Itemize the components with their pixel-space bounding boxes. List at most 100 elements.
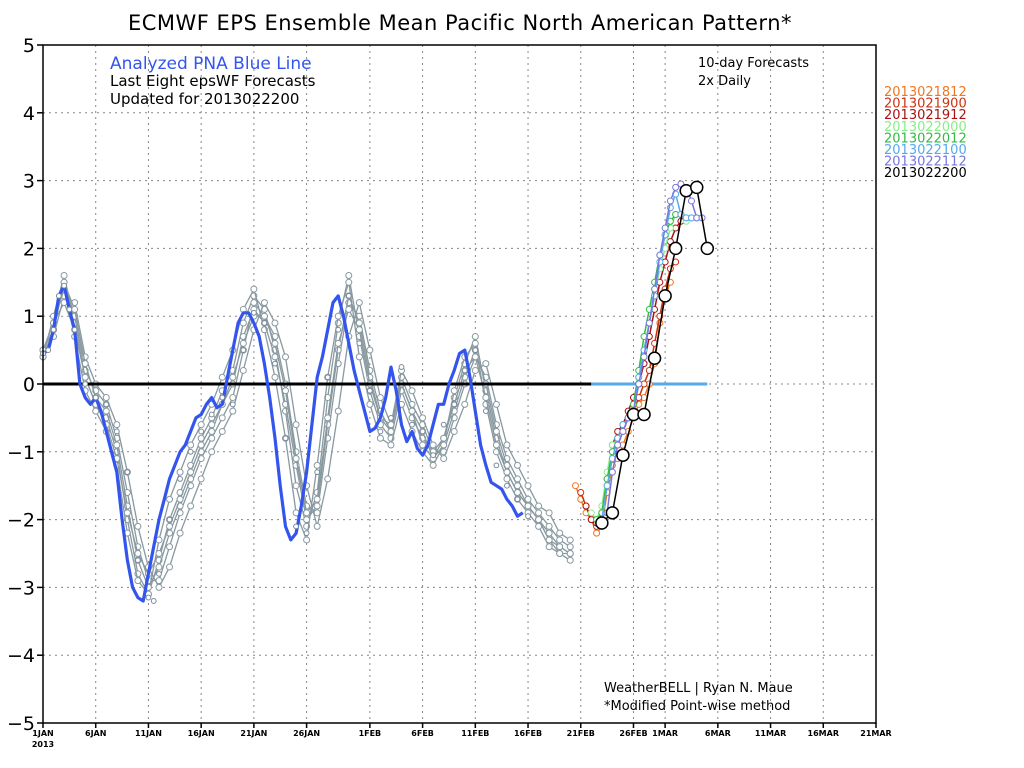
analyzed-point: [356, 340, 363, 347]
analyzed-point: [150, 598, 157, 604]
x-tick-label: 6JAN: [85, 729, 106, 738]
latest-forecast-point: [637, 407, 651, 422]
ensemble-point: [450, 427, 458, 435]
latest-forecast-point: [605, 506, 620, 520]
ensemble-point: [239, 366, 247, 374]
ensemble-point: [303, 516, 311, 524]
ensemble-point: [419, 414, 427, 422]
ensemble-point: [176, 468, 184, 476]
ensemble-point: [556, 543, 564, 551]
chart-title: ECMWF EPS Ensemble Mean Pacific North Am…: [128, 11, 792, 35]
forecast-point: [687, 197, 695, 205]
analyzed-point: [272, 360, 278, 367]
analyzed-label: Analyzed PNA Blue Line: [110, 54, 312, 74]
forecast-lines: [571, 180, 706, 537]
ensemble-point: [450, 387, 458, 395]
y-tick-label: −3: [7, 577, 35, 599]
analyzed-line: [42, 284, 524, 603]
forecast-point: [587, 509, 595, 517]
y-tick-label: 3: [23, 171, 35, 193]
ensemble-point: [113, 421, 121, 429]
forecast-point: [651, 285, 659, 293]
ensemble-point: [408, 407, 416, 415]
ensemble-point: [208, 448, 216, 456]
forecast-point: [666, 197, 674, 205]
ensemble-point: [503, 441, 511, 449]
x-tick-label: 26FEB: [619, 729, 647, 738]
ensemble-point: [229, 394, 237, 402]
ensemble-point: [303, 536, 311, 544]
method-label: *Modified Point-wise method: [604, 699, 790, 714]
analyzed-point: [388, 415, 394, 421]
y-tick-label: 2: [23, 238, 35, 260]
ensemble-point: [376, 434, 384, 442]
analyzed-point: [198, 428, 205, 435]
analyzed-point: [282, 435, 289, 442]
forecast-point: [645, 319, 653, 327]
ensemble-point: [123, 509, 131, 517]
analyzed-pna-line: [40, 282, 531, 604]
analyzed-point: [461, 367, 468, 374]
analyzed-point: [430, 452, 437, 459]
ensemble-point: [271, 319, 279, 327]
analyzed-point: [493, 462, 500, 469]
forecast-point: [640, 353, 648, 361]
legend-entry: 2013022112: [884, 155, 967, 170]
ensemble-point: [134, 550, 142, 557]
ensemble-point: [334, 346, 342, 354]
analyzed-point: [261, 320, 268, 326]
ensemble-point: [197, 421, 205, 429]
ensemble-point: [513, 461, 521, 469]
x-tick-label: 21MAR: [860, 729, 891, 738]
ensemble-point: [260, 312, 268, 320]
ensemble-point: [334, 339, 342, 347]
x-tick-label: 6MAR: [705, 729, 731, 738]
ensemble-point: [482, 360, 490, 368]
ensemble-point: [208, 421, 216, 429]
ensemble-point: [461, 400, 469, 408]
x-tick-label: 16MAR: [808, 729, 839, 738]
x-tick-label: 16JAN: [188, 729, 215, 738]
x-tick-label: 11MAR: [755, 729, 786, 738]
y-tick-label: 4: [23, 103, 35, 125]
ensemble-point: [292, 482, 300, 490]
forecast-point: [672, 183, 680, 191]
ensemble-point: [566, 543, 574, 551]
analyzed-point: [398, 364, 405, 370]
ensemble-point: [503, 468, 511, 476]
forecast-point: [656, 251, 664, 259]
y-tick-label: 5: [23, 35, 35, 57]
ensemble-point: [324, 475, 332, 483]
forecast-point: [577, 488, 585, 496]
ensemble-point: [492, 400, 500, 408]
latest-forecast-point: [616, 448, 630, 462]
ensemble-point: [535, 516, 543, 524]
analyzed-point: [145, 594, 152, 601]
ensemble-point: [218, 427, 226, 435]
ensemble-point: [292, 455, 300, 463]
ensemble-point: [271, 339, 279, 347]
twice-daily-label: 2x Daily: [698, 74, 751, 89]
ensemble-point: [345, 278, 353, 286]
forecasts-subtitle: Last Eight epsWF Forecasts: [110, 72, 316, 90]
legend-entry: 2013022100: [884, 143, 967, 158]
legend: 2013021812201302190020130219122013022000…: [884, 85, 967, 181]
x-tick-label: 6FEB: [411, 729, 434, 738]
ensemble-point: [176, 495, 184, 503]
ensemble-member-line: [42, 282, 571, 596]
analyzed-point: [504, 482, 510, 489]
ensemble-point: [471, 366, 479, 374]
latest-forecast-point: [700, 241, 715, 256]
ensemble-point: [313, 461, 321, 469]
legend-entry: 2013021912: [884, 108, 967, 123]
ensemble-point: [197, 441, 205, 449]
legend-entry: 2013022012: [884, 131, 967, 146]
analyzed-point: [366, 387, 373, 394]
ensemble-point: [482, 394, 490, 402]
ensemble-point: [239, 319, 247, 327]
ensemble-point: [513, 488, 521, 496]
forecast-point: [619, 427, 627, 435]
analyzed-point: [324, 374, 331, 381]
ensemble-point: [282, 387, 290, 395]
forecast-point: [582, 502, 590, 510]
